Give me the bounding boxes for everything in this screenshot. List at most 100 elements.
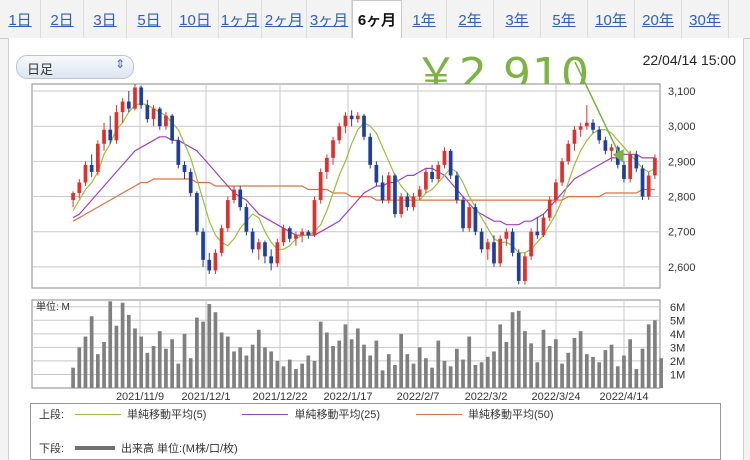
volume-bar xyxy=(603,350,608,388)
candle-body xyxy=(374,164,379,183)
candle-body xyxy=(170,115,174,141)
candle-body xyxy=(188,171,193,194)
legend-volume: 出来高 単位:(M株/口/枚) xyxy=(69,440,238,456)
tab-8[interactable]: 6ヶ月 xyxy=(352,0,402,39)
volume-bar xyxy=(349,339,354,388)
x-tick-label: 2021/12/22 xyxy=(252,391,307,403)
candle-body xyxy=(411,196,416,208)
volume-bar xyxy=(294,369,298,388)
volume-bar xyxy=(250,344,255,388)
legend-lower-label: 下段: xyxy=(39,443,65,455)
volume-bar xyxy=(331,346,335,388)
candle-body xyxy=(492,242,496,264)
volume-bar xyxy=(479,362,484,388)
volume-bar xyxy=(126,314,131,388)
candle-body xyxy=(516,252,521,281)
volume-bar xyxy=(176,363,181,388)
volume-bar xyxy=(485,356,490,388)
candle-body xyxy=(71,193,75,201)
candle-body xyxy=(145,105,150,120)
period-select-value: 日足 xyxy=(27,62,54,77)
candle-body xyxy=(362,115,366,137)
candle-body xyxy=(597,129,602,141)
candle-body xyxy=(232,189,236,201)
candle-body xyxy=(201,231,205,260)
tab-10[interactable]: 2年 xyxy=(447,0,494,38)
candle-body xyxy=(368,136,373,165)
candle-body xyxy=(355,115,360,120)
candle-body xyxy=(207,259,212,271)
period-tabs: 1日 2日 3日 5日 10日 1ヶ月 2ヶ月 3ヶ月 6ヶ月 1年 2年 3年 5年 10年 20年 30年 xyxy=(0,0,750,39)
volume-bar xyxy=(615,366,620,388)
volume-bar xyxy=(498,324,503,388)
tab-11[interactable]: 3年 xyxy=(494,0,541,38)
candle-body xyxy=(547,200,552,218)
volume-bar xyxy=(170,339,174,388)
price-tick-label: 2,700 xyxy=(668,227,696,239)
candle-body xyxy=(393,175,397,215)
volume-bar xyxy=(195,317,199,388)
candle-body xyxy=(640,168,645,197)
candle-body xyxy=(195,193,199,232)
volume-bar xyxy=(473,364,478,388)
candle-body xyxy=(325,157,329,172)
candle-body xyxy=(461,200,465,229)
legend-upper-label: 上段: xyxy=(39,409,65,421)
candle-body xyxy=(182,164,187,172)
candle-body xyxy=(349,115,354,120)
candle-body xyxy=(318,171,323,201)
candle-body xyxy=(386,175,391,201)
tab-14[interactable]: 20年 xyxy=(635,0,682,38)
x-tick-label: 2022/1/17 xyxy=(324,391,373,403)
volume-bar xyxy=(269,351,274,388)
candle-body xyxy=(436,164,441,179)
volume-bar xyxy=(424,358,428,388)
tab-1[interactable]: 2日 xyxy=(41,0,84,38)
candle-body xyxy=(628,154,633,179)
volume-bar xyxy=(275,360,280,388)
volume-bar xyxy=(560,363,564,388)
volume-bar xyxy=(467,336,472,388)
volume-bar xyxy=(238,347,243,388)
tab-2[interactable]: 3日 xyxy=(84,0,127,38)
volume-bar xyxy=(151,346,156,388)
tab-15[interactable]: 30年 xyxy=(682,0,729,38)
candle-body xyxy=(479,231,484,250)
candle-body xyxy=(541,217,546,236)
x-tick-label: 2022/3/2 xyxy=(465,391,508,403)
volume-bar xyxy=(355,328,360,388)
volume-bar xyxy=(83,336,88,388)
volume-bar xyxy=(646,324,651,388)
volume-bar xyxy=(399,333,403,388)
volume-bar xyxy=(504,341,509,388)
tab-3[interactable]: 5日 xyxy=(127,0,172,38)
volume-bar xyxy=(430,367,434,388)
ma25-line xyxy=(72,136,655,236)
candle-body xyxy=(95,143,100,172)
volume-bar xyxy=(219,332,224,388)
volume-bar xyxy=(232,351,236,388)
tab-9[interactable]: 1年 xyxy=(402,0,447,38)
tab-6[interactable]: 2ヶ月 xyxy=(262,0,307,38)
candle-body xyxy=(430,171,434,179)
chevron-updown-icon: ⇕ xyxy=(114,57,125,71)
tab-13[interactable]: 10年 xyxy=(588,0,635,38)
volume-bar xyxy=(566,352,571,388)
period-select[interactable]: 日足 ⇕ xyxy=(16,55,134,79)
tab-12[interactable]: 5年 xyxy=(541,0,588,38)
volume-bar xyxy=(213,312,218,388)
tab-4[interactable]: 10日 xyxy=(172,0,219,38)
candle-body xyxy=(176,140,181,165)
tab-5[interactable]: 1ヶ月 xyxy=(219,0,262,38)
volume-bar xyxy=(516,310,521,388)
tab-7[interactable]: 3ヶ月 xyxy=(307,0,352,38)
candle-body xyxy=(287,228,292,239)
candle-body xyxy=(151,108,156,120)
candle-body xyxy=(157,108,162,127)
candle-body xyxy=(399,196,403,215)
candle-body xyxy=(337,126,342,141)
candle-body xyxy=(566,143,571,162)
tab-0[interactable]: 1日 xyxy=(0,0,41,38)
candle-body xyxy=(343,115,348,127)
price-tick-label: 3,000 xyxy=(668,121,696,133)
